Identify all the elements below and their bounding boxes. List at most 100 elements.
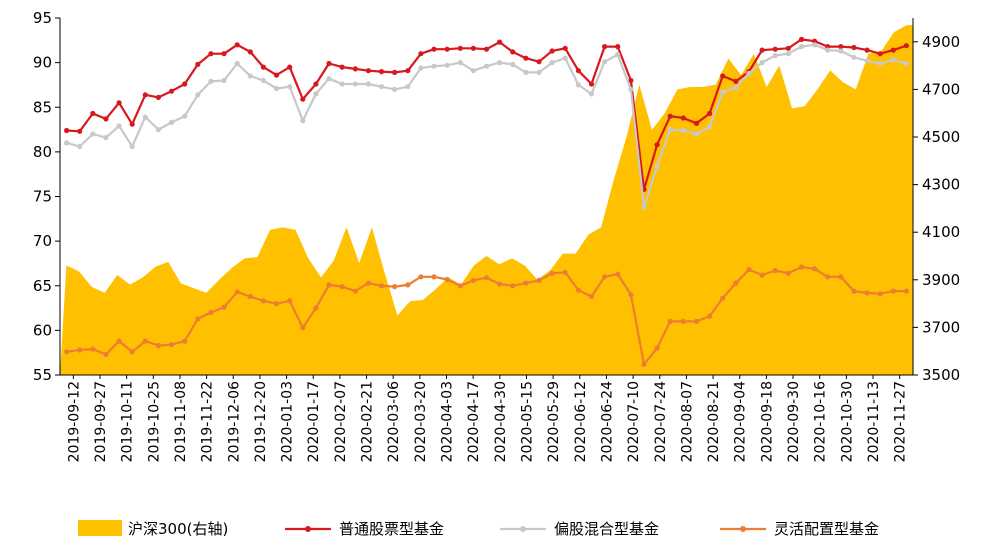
data-point: [168, 119, 175, 125]
data-point: [877, 51, 883, 57]
left-tick-label: 95: [33, 9, 52, 27]
data-point: [405, 84, 411, 90]
data-point: [549, 60, 555, 66]
data-point: [693, 120, 700, 126]
data-point: [116, 338, 122, 344]
data-point: [103, 135, 109, 141]
data-point: [457, 283, 463, 289]
data-point: [195, 61, 201, 67]
data-point: [339, 81, 345, 87]
data-point: [392, 86, 398, 92]
right-tick-label: 3900: [922, 271, 960, 289]
data-point: [444, 276, 450, 283]
data-point: [641, 204, 647, 210]
data-point: [457, 60, 463, 66]
data-point: [90, 110, 96, 117]
x-tick-label: 2019-12-20: [253, 381, 269, 462]
data-point: [877, 60, 883, 67]
data-point: [523, 69, 529, 75]
data-point: [588, 91, 595, 97]
data-point: [168, 342, 175, 348]
x-tick-label: 2020-01-03: [280, 381, 296, 462]
data-point: [142, 338, 148, 344]
area-layer: [60, 25, 913, 375]
legend-swatch-marker: [305, 526, 311, 532]
data-point: [378, 84, 385, 90]
data-point: [838, 274, 844, 280]
left-tick-label: 65: [33, 277, 52, 295]
data-point: [234, 42, 240, 48]
data-point: [693, 131, 700, 137]
data-point: [365, 280, 371, 286]
data-point: [470, 68, 476, 74]
data-point: [772, 268, 778, 274]
data-point: [103, 351, 109, 358]
data-point: [352, 288, 358, 294]
data-point: [720, 295, 726, 301]
data-point: [549, 270, 555, 276]
data-point: [838, 48, 844, 54]
data-point: [418, 274, 424, 280]
x-tick-label: 2020-04-03: [440, 381, 456, 462]
left-tick-label: 75: [33, 188, 52, 206]
data-point: [680, 115, 686, 121]
data-point: [392, 284, 398, 290]
data-point: [155, 127, 161, 133]
data-point: [615, 271, 621, 277]
data-point: [365, 81, 371, 87]
data-point: [890, 47, 896, 53]
data-point: [602, 274, 608, 280]
data-point: [602, 59, 608, 65]
data-point: [260, 77, 266, 84]
data-point: [864, 290, 870, 296]
legend-label: 沪深300(右轴): [128, 520, 228, 538]
right-tick-label: 4100: [922, 223, 960, 241]
x-tick-label: 2020-10-30: [839, 381, 855, 462]
legend-item: 灵活配置型基金: [720, 520, 879, 538]
data-point: [812, 266, 818, 272]
data-point: [759, 47, 765, 53]
data-point: [103, 116, 109, 122]
x-tick-label: 2020-05-15: [520, 381, 536, 462]
data-point: [549, 48, 555, 54]
data-point: [562, 45, 568, 51]
x-tick-label: 2020-08-07: [679, 381, 695, 462]
x-tick-label: 2019-10-11: [120, 381, 136, 462]
data-point: [77, 128, 83, 134]
data-point: [155, 94, 161, 100]
data-point: [116, 100, 122, 106]
x-tick-label: 2020-07-24: [653, 381, 669, 462]
left-tick-label: 55: [33, 366, 52, 384]
data-point: [851, 288, 857, 294]
data-point: [864, 47, 870, 53]
x-tick-label: 2020-10-16: [813, 381, 829, 462]
data-point: [221, 77, 227, 84]
x-tick-label: 2020-11-27: [893, 381, 909, 462]
data-point: [523, 55, 529, 61]
data-point: [838, 44, 844, 50]
data-point: [352, 81, 358, 87]
right-tick-label: 4900: [922, 33, 960, 51]
data-point: [812, 38, 818, 44]
data-point: [155, 342, 161, 349]
data-point: [182, 113, 188, 119]
data-point: [208, 51, 214, 57]
data-point: [785, 51, 791, 57]
data-point: [510, 283, 516, 289]
data-point: [64, 349, 70, 355]
data-point: [851, 54, 857, 60]
data-point: [483, 46, 490, 52]
data-point: [300, 325, 306, 331]
data-point: [234, 60, 240, 67]
data-point: [903, 43, 910, 49]
data-point: [260, 298, 266, 304]
series-line-flexible-group: [64, 264, 910, 367]
data-point: [733, 280, 739, 286]
series-line-stock-group: [64, 36, 910, 192]
data-point: [273, 72, 280, 78]
data-point: [221, 51, 227, 57]
data-point: [602, 44, 608, 50]
data-point: [64, 140, 70, 146]
data-point: [313, 305, 319, 311]
data-point: [562, 55, 568, 61]
